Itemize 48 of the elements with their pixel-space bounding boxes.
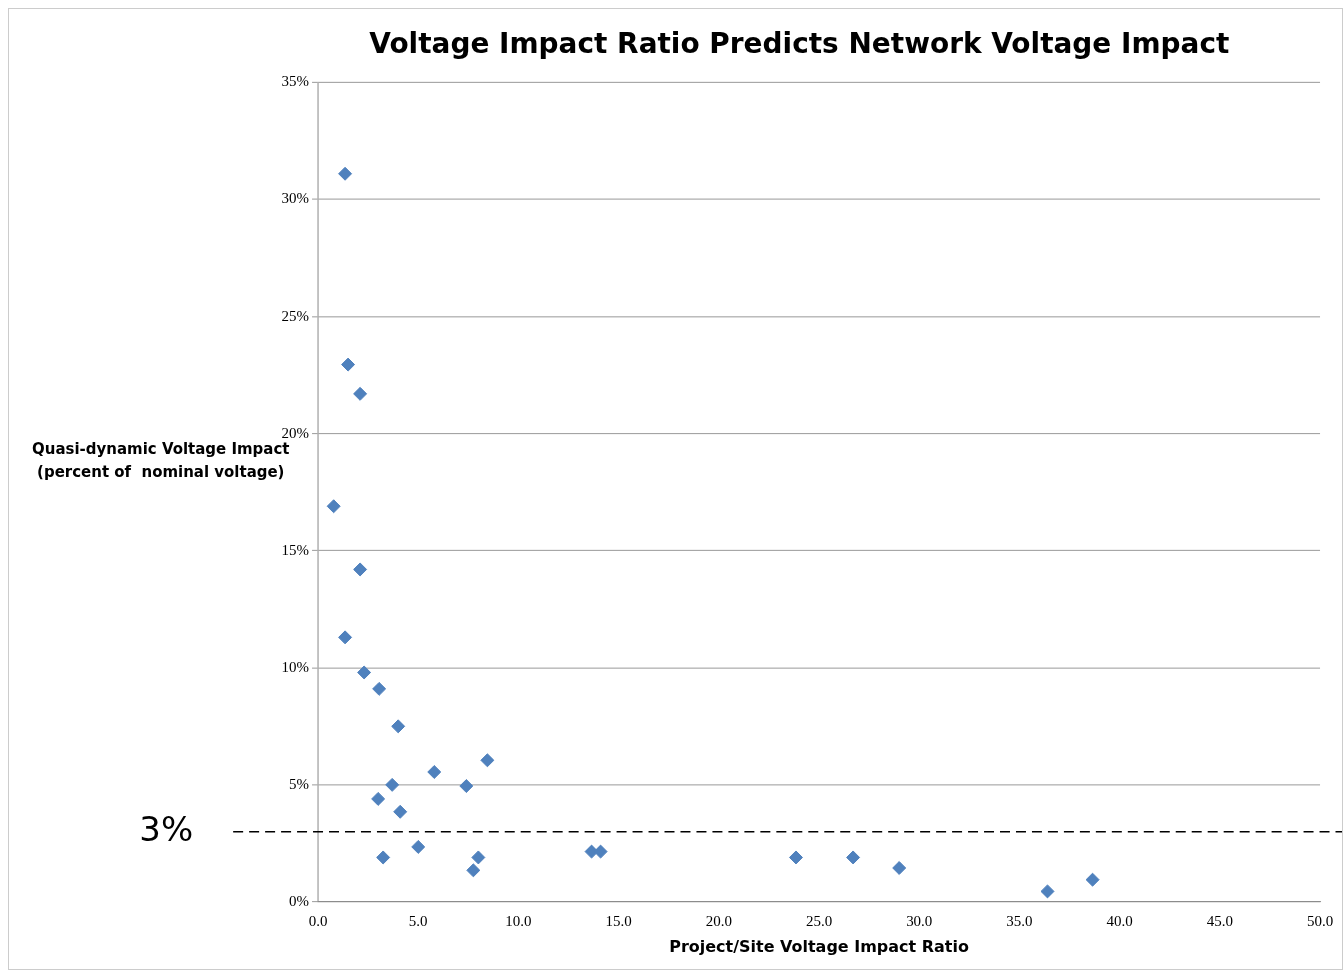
point <box>393 804 408 819</box>
point <box>353 562 368 577</box>
y-tick-label: 0% <box>289 892 310 909</box>
y-tick-label: 5% <box>289 775 310 792</box>
point <box>391 719 406 734</box>
x-tick-label: 40.0 <box>1106 912 1133 929</box>
x-tick-label: 15.0 <box>605 912 632 929</box>
point <box>385 777 400 792</box>
point <box>459 779 474 794</box>
y-tick-label: 35% <box>281 73 310 90</box>
point <box>326 499 341 514</box>
point <box>338 630 353 645</box>
y-tick-label: 15% <box>281 541 310 558</box>
point <box>338 166 353 181</box>
x-tick-label: 20.0 <box>705 912 732 929</box>
point <box>341 357 356 372</box>
x-tick-label: 25.0 <box>805 912 833 929</box>
point <box>892 861 907 875</box>
point <box>371 791 386 806</box>
point <box>353 386 368 401</box>
point <box>471 850 486 865</box>
x-axis-title: Project/Site Voltage Impact Ratio <box>669 936 969 956</box>
x-tick-label: 5.0 <box>408 912 428 929</box>
y-tick-label: 10% <box>281 658 310 675</box>
point <box>1085 872 1100 887</box>
point <box>427 765 442 779</box>
y-axis-title: Quasi-dynamic Voltage Impact (percent of nominal voltage) <box>32 440 290 482</box>
point <box>846 850 861 865</box>
point <box>372 681 387 696</box>
point <box>466 863 481 878</box>
point <box>593 844 608 859</box>
x-tick-label: 30.0 <box>906 912 933 929</box>
point <box>357 665 372 680</box>
x-tick-label: 0.0 <box>308 912 328 929</box>
y-tick-label: 30% <box>281 190 310 207</box>
y-tick-label: 25% <box>281 307 310 324</box>
point <box>1040 884 1055 899</box>
ref-line-label: 3% <box>139 809 194 849</box>
x-tick-label: 45.0 <box>1206 912 1233 929</box>
point <box>411 839 426 854</box>
point <box>480 753 495 768</box>
x-tick-label: 10.0 <box>505 912 532 929</box>
point <box>789 850 803 865</box>
point <box>376 850 391 865</box>
x-tick-label: 50.0 <box>1306 912 1334 929</box>
x-tick-label: 35.0 <box>1006 912 1033 929</box>
chart-title: Voltage Impact Ratio Predicts Network Voltage Impact <box>369 27 1230 60</box>
y-tick-label: 20% <box>281 424 310 441</box>
